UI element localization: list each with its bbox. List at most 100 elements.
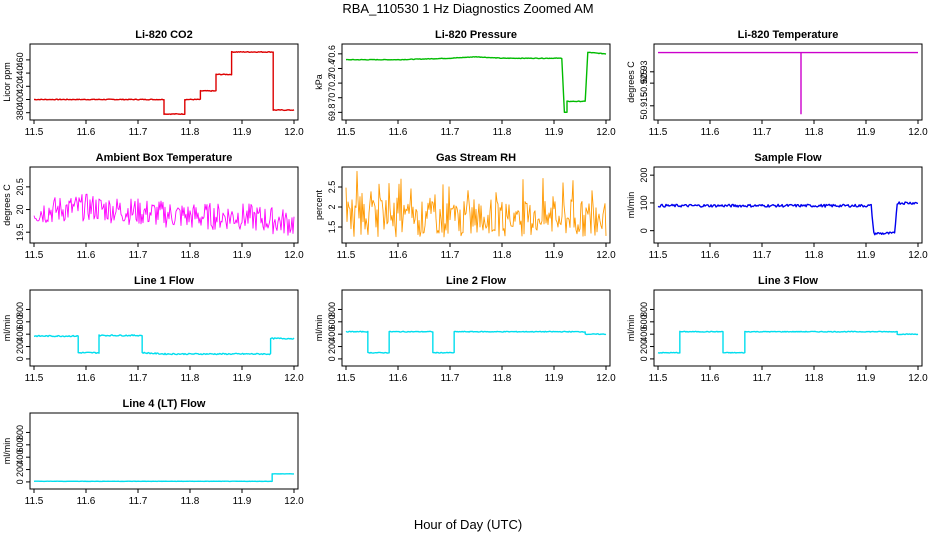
plot-frame: [29, 289, 299, 367]
y-tick-label: 600: [15, 314, 25, 329]
panel-title: Line 3 Flow: [758, 275, 818, 287]
series-line: [345, 51, 607, 114]
y-axis-label: Licor ppm: [2, 62, 12, 102]
x-tick-label: 12.0: [596, 373, 616, 384]
y-tick-label: 0: [15, 479, 25, 484]
plot-frame: [653, 289, 923, 367]
y-axis-label: degrees C: [626, 61, 636, 103]
y-tick-label: 800: [15, 425, 25, 440]
y-tick-label: 70.4: [327, 60, 337, 78]
x-tick-label: 11.7: [129, 496, 148, 507]
x-tick-label: 11.8: [181, 496, 200, 507]
x-tick-label: 11.6: [389, 127, 408, 138]
x-tick-label: 12.0: [596, 127, 616, 138]
x-tick-label: 11.8: [181, 250, 200, 261]
x-tick-label: 11.5: [25, 127, 44, 138]
x-tick-label: 11.7: [753, 250, 772, 261]
panel-line2: Line 2 Flow 11.5 11.6 11.7 11.8 11.9 12.0 0 2004…: [314, 275, 616, 384]
y-axis-label: ml/min: [2, 315, 12, 342]
x-tick-label: 11.5: [25, 373, 44, 384]
x-tick-label: 11.8: [805, 373, 824, 384]
y-tick-label: 400: [15, 92, 25, 107]
y-axis-label: ml/min: [314, 315, 324, 342]
y-tick-label: 0: [639, 228, 649, 233]
x-tick-label: 11.9: [233, 127, 252, 138]
y-tick-label: 50.925: [639, 69, 649, 97]
y-tick-label: 420: [15, 79, 25, 94]
y-tick-label: 400: [15, 327, 25, 342]
x-tick-label: 12.0: [284, 496, 304, 507]
x-tick-label: 12.0: [284, 250, 304, 261]
series-line: [657, 201, 919, 236]
y-axis-label: percent: [314, 189, 324, 220]
y-tick-label: 70.2: [327, 74, 337, 92]
x-tick-label: 12.0: [596, 250, 616, 261]
series-line: [33, 473, 295, 483]
panel-pressure: Li-820 Pressure 11.5 11.6 11.7 11.8 11.9 12.0 6…: [314, 29, 616, 138]
x-tick-label: 11.8: [493, 127, 512, 138]
x-tick-label: 11.6: [77, 496, 96, 507]
x-tick-label: 11.8: [181, 127, 200, 138]
x-tick-label: 11.5: [25, 496, 44, 507]
y-tick-label: 200: [15, 339, 25, 354]
plot-frame: [653, 166, 923, 244]
y-tick-label: 2: [327, 204, 337, 209]
series-line: [345, 330, 607, 354]
x-tick-label: 11.6: [77, 373, 96, 384]
x-tick-label: 11.9: [233, 250, 252, 261]
x-tick-label: 11.7: [753, 127, 772, 138]
y-tick-label: 440: [15, 66, 25, 81]
panel-title: Sample Flow: [754, 152, 822, 164]
y-tick-label: 20.5: [15, 178, 25, 196]
y-tick-label: 100: [639, 195, 649, 210]
x-tick-label: 11.9: [233, 496, 252, 507]
y-tick-label: 800: [15, 302, 25, 317]
panel-title: Line 2 Flow: [446, 275, 506, 287]
y-tick-label: 0: [639, 356, 649, 361]
panel-line4: Line 4 (LT) Flow 11.5 11.6 11.7 11.8 11.9 12.0…: [2, 398, 304, 507]
panel-title: Li-820 Pressure: [435, 29, 517, 41]
x-tick-label: 11.8: [493, 250, 512, 261]
y-tick-label: 600: [327, 314, 337, 329]
series-line: [33, 334, 295, 356]
x-tick-label: 12.0: [908, 127, 928, 138]
panel-title: Li-820 Temperature: [738, 29, 839, 41]
x-tick-label: 11.7: [129, 250, 148, 261]
x-tick-label: 11.9: [857, 373, 876, 384]
panel-temp: Li-820 Temperature 11.5 11.6 11.7 11.8 11.9 12…: [626, 29, 928, 138]
y-axis-label: degrees C: [2, 184, 12, 226]
y-tick-label: 50.915: [639, 92, 649, 120]
y-tick-label: 200: [15, 462, 25, 477]
plot-frame: [29, 166, 299, 244]
y-tick-label: 200: [327, 339, 337, 354]
plot-frame: [29, 43, 299, 121]
x-tick-label: 11.5: [25, 250, 44, 261]
x-tick-label: 12.0: [908, 373, 928, 384]
x-tick-label: 11.6: [701, 373, 720, 384]
y-tick-label: 600: [15, 437, 25, 452]
y-tick-label: 380: [15, 105, 25, 120]
y-tick-label: 1.5: [327, 221, 337, 234]
panel-ambient: Ambient Box Temperature 11.5 11.6 11.7 11.8 1…: [2, 152, 304, 261]
series-line: [345, 170, 607, 238]
x-tick-label: 11.5: [649, 127, 668, 138]
series-line: [33, 50, 295, 116]
panel-title: Ambient Box Temperature: [96, 152, 233, 164]
y-tick-label: 600: [639, 314, 649, 329]
plot-frame: [653, 43, 923, 121]
plot-frame: [29, 412, 299, 490]
y-tick-label: 0: [327, 356, 337, 361]
series-line: [657, 330, 919, 354]
y-tick-label: 0: [15, 356, 25, 361]
panel-co2: Li-820 CO2 11.5 11.6 11.7 11.8 11.9 12.0 380400…: [2, 29, 304, 138]
y-tick-label: 69.8: [327, 104, 337, 122]
y-tick-label: 400: [639, 327, 649, 342]
x-tick-label: 11.6: [701, 250, 720, 261]
y-tick-label: 400: [327, 327, 337, 342]
plot-frame: [341, 166, 611, 244]
x-tick-label: 11.8: [493, 373, 512, 384]
x-tick-label: 11.6: [77, 127, 96, 138]
x-tick-label: 11.9: [545, 127, 564, 138]
y-tick-label: 200: [639, 339, 649, 354]
x-tick-label: 11.9: [233, 373, 252, 384]
